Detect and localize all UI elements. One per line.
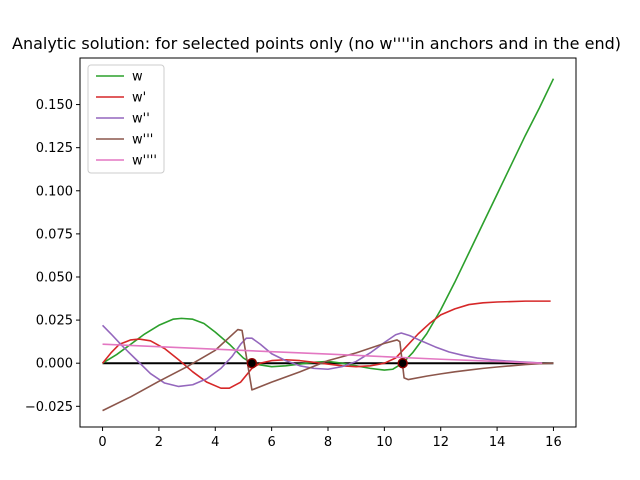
legend-box xyxy=(87,64,165,174)
series-line-3 xyxy=(101,324,543,388)
legend-label: w xyxy=(132,70,143,85)
x-axis: 0 2 4 6 8 10 12 14 16 xyxy=(98,427,562,450)
legend-label: w' xyxy=(132,91,146,106)
anchor-point xyxy=(397,357,408,369)
y-tick-label: −0.025 xyxy=(25,400,73,415)
y-axis: −0.025 0.000 0.025 0.050 0.075 0.100 0.125 0.15… xyxy=(25,98,80,415)
y-tick-label: 0.000 xyxy=(36,357,73,372)
x-tick-label: 12 xyxy=(432,435,449,450)
series-line-5 xyxy=(102,343,543,364)
y-tick-label: 0.150 xyxy=(36,98,73,113)
x-tick-label: 10 xyxy=(376,435,393,450)
legend: w w' w'' w''' w'''' xyxy=(87,64,165,174)
anchor-point xyxy=(246,357,258,369)
x-tick-label: 4 xyxy=(211,435,219,450)
series-line-4 xyxy=(102,328,554,412)
x-tick-label: 14 xyxy=(489,435,506,450)
y-tick-label: 0.100 xyxy=(36,184,73,199)
x-tick-label: 16 xyxy=(545,435,562,450)
x-tick-label: 2 xyxy=(155,435,163,450)
series-layer xyxy=(101,78,555,412)
y-tick-label: 0.050 xyxy=(36,270,73,285)
x-tick-label: 8 xyxy=(324,435,332,450)
y-tick-label: 0.125 xyxy=(36,141,73,156)
legend-label: w''' xyxy=(132,133,153,148)
y-tick-label: 0.025 xyxy=(36,314,73,329)
legend-label: w'' xyxy=(132,112,150,127)
chart-title: Analytic solution: for selected points o… xyxy=(12,34,621,53)
x-tick-label: 6 xyxy=(267,435,275,450)
x-tick-label: 0 xyxy=(98,435,106,450)
series-line-1 xyxy=(102,78,555,371)
y-tick-label: 0.075 xyxy=(36,227,73,242)
legend-label: w'''' xyxy=(132,154,157,169)
